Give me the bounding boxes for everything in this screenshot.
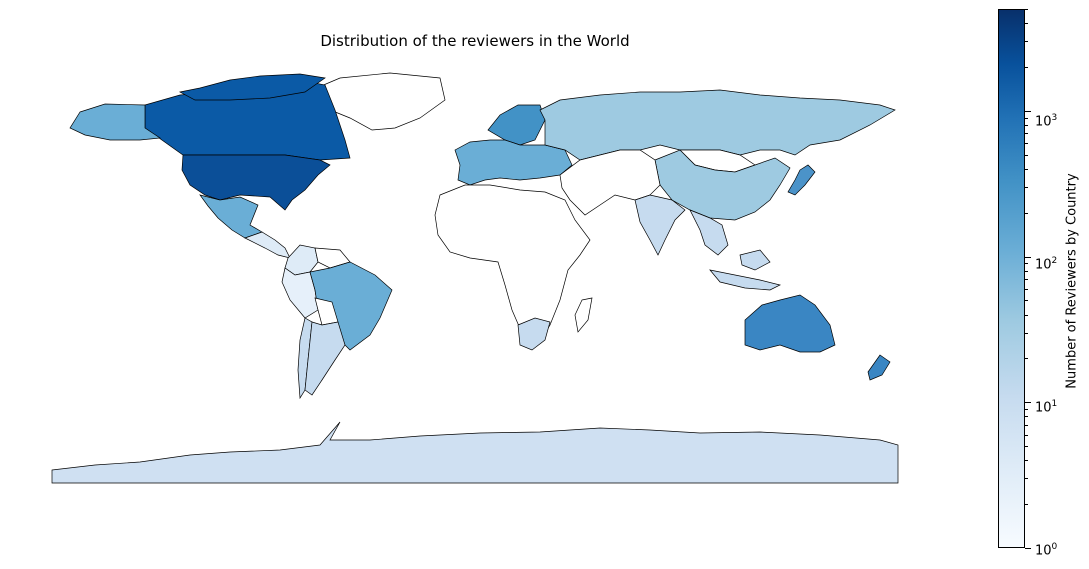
- region-africa: [574, 297, 593, 333]
- region-greenland: [299, 72, 446, 131]
- region-china: [654, 149, 791, 221]
- region-india: [634, 194, 686, 256]
- region-southeast-asia: [739, 249, 771, 271]
- colorbar-tick-label: 102: [1035, 256, 1058, 273]
- region-africa: [434, 184, 591, 346]
- colorbar-minor-tick: [1025, 289, 1028, 290]
- colorbar-minor-tick: [1025, 416, 1028, 417]
- colorbar-minor-tick: [1025, 409, 1028, 410]
- colorbar-tick-label: 100: [1035, 542, 1058, 559]
- region-australia: [867, 354, 891, 381]
- colorbar-label: Number of Reviewers by Country: [1064, 173, 1080, 389]
- region-alaska: [69, 103, 162, 141]
- region-mexico: [199, 194, 263, 239]
- region-canada: [178, 73, 326, 101]
- colorbar-tick-label: 101: [1035, 399, 1058, 416]
- colorbar-minor-tick: [1025, 155, 1028, 156]
- region-central-america: [244, 231, 291, 259]
- colorbar-minor-tick: [1025, 460, 1028, 461]
- region-south-africa: [517, 317, 551, 351]
- region-antarctica: [51, 421, 899, 484]
- colorbar-minor-tick: [1025, 9, 1028, 10]
- region-united-states: [181, 154, 331, 211]
- colorbar-minor-tick: [1025, 435, 1028, 436]
- region-southeast-asia: [689, 209, 729, 256]
- colorbar-minor-tick: [1025, 213, 1028, 214]
- colorbar-minor-tick: [1025, 446, 1028, 447]
- colorbar-tick-label: 103: [1035, 113, 1058, 130]
- colorbar-minor-tick: [1025, 478, 1028, 479]
- region-scandinavia: [487, 104, 546, 146]
- colorbar-minor-tick: [1025, 263, 1028, 264]
- colorbar-minor-tick: [1025, 125, 1028, 126]
- colorbar-minor-tick: [1025, 23, 1028, 24]
- colorbar-minor-tick: [1025, 504, 1028, 505]
- colorbar: [998, 9, 1025, 548]
- region-southeast-asia: [709, 269, 782, 291]
- colorbar-major-tick: [1025, 111, 1031, 112]
- region-argentina: [304, 321, 346, 396]
- colorbar-minor-tick: [1025, 333, 1028, 334]
- colorbar-major-tick: [1025, 548, 1031, 549]
- region-japan: [787, 164, 816, 196]
- colorbar-minor-tick: [1025, 300, 1028, 301]
- region-australia: [744, 294, 836, 353]
- colorbar-minor-tick: [1025, 358, 1028, 359]
- colorbar-minor-tick: [1025, 425, 1028, 426]
- colorbar-minor-tick: [1025, 271, 1028, 272]
- colorbar-minor-tick: [1025, 133, 1028, 134]
- colorbar-minor-tick: [1025, 143, 1028, 144]
- colorbar-minor-tick: [1025, 41, 1028, 42]
- region-russia: [539, 89, 896, 161]
- colorbar-minor-tick: [1025, 118, 1028, 119]
- colorbar-major-tick: [1025, 257, 1031, 258]
- colorbar-minor-tick: [1025, 279, 1028, 280]
- colorbar-major-tick: [1025, 402, 1031, 403]
- colorbar-minor-tick: [1025, 169, 1028, 170]
- colorbar-minor-tick: [1025, 315, 1028, 316]
- colorbar-minor-tick: [1025, 187, 1028, 188]
- region-colombia: [284, 244, 319, 276]
- colorbar-minor-tick: [1025, 67, 1028, 68]
- map-title: Distribution of the reviewers in the Wor…: [320, 32, 630, 50]
